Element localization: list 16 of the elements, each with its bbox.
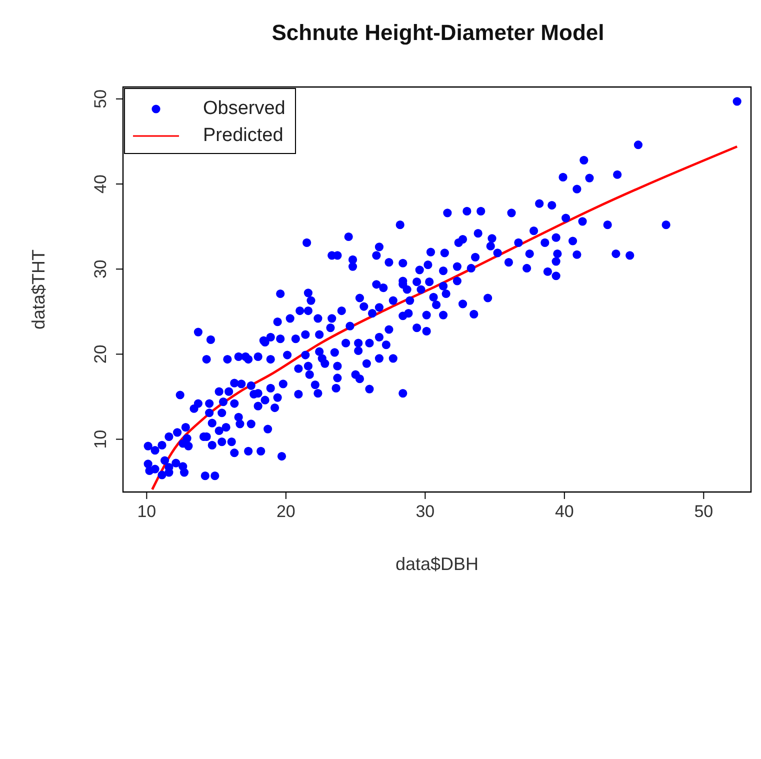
y-tick-label: 30 bbox=[91, 260, 110, 279]
x-tick-label: 30 bbox=[416, 502, 435, 522]
y-axis-title: data$THT bbox=[28, 249, 48, 330]
x-axis-title: data$DBH bbox=[395, 554, 479, 574]
y-tick-label: 20 bbox=[91, 344, 110, 364]
legend-label: Observed bbox=[203, 97, 286, 121]
x-tick-label: 50 bbox=[694, 502, 714, 522]
line-series bbox=[151, 145, 738, 491]
y-tick-label: 10 bbox=[91, 430, 110, 449]
legend-label: Predicted bbox=[203, 124, 284, 148]
x-tick-label: 20 bbox=[276, 502, 296, 522]
chart-title: Schnute Height-Diameter Model bbox=[270, 20, 606, 46]
x-tick-label: 40 bbox=[554, 502, 574, 522]
x-tick-label: 10 bbox=[137, 502, 156, 522]
y-tick-label: 50 bbox=[91, 89, 110, 108]
y-tick-label: 40 bbox=[91, 174, 110, 194]
